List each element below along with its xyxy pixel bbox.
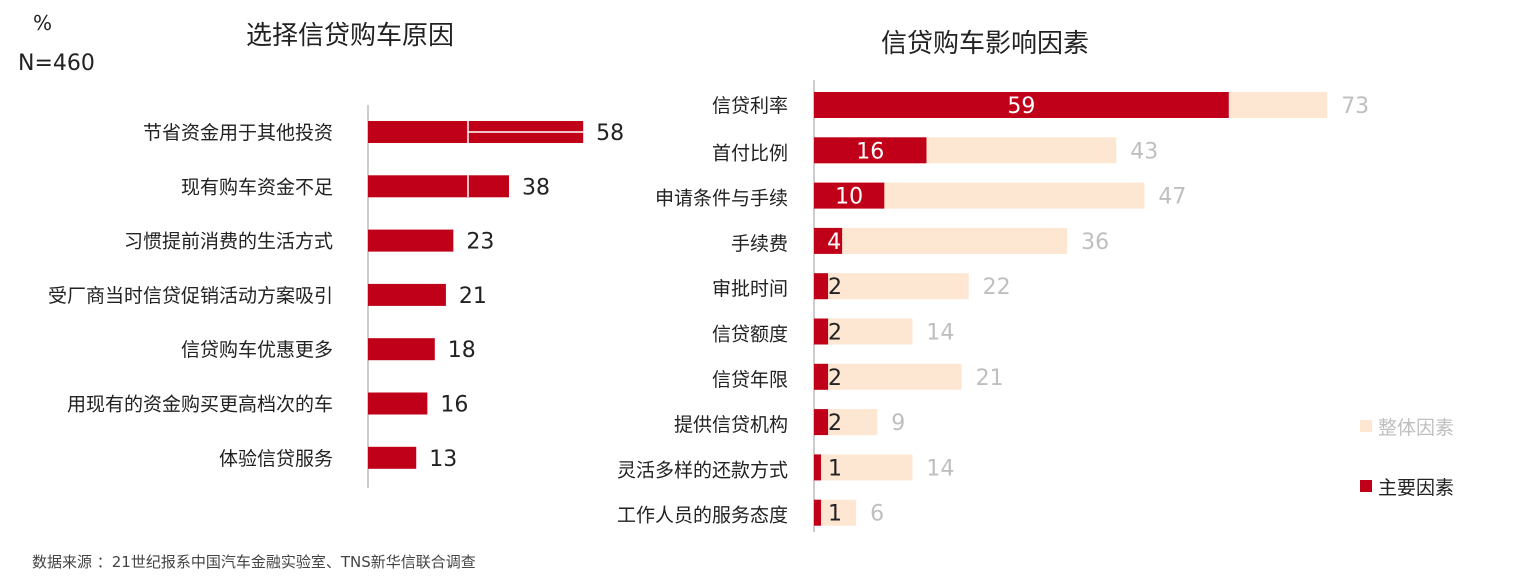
main-bar [814,363,829,390]
main-value-label: 1 [828,502,842,527]
main-bar [814,454,822,481]
overall-value-label: 22 [983,275,1011,300]
overall-value-label: 43 [1130,139,1158,164]
main-value-label: 10 [835,185,863,210]
legend-label-main: 主要因素 [1378,477,1454,499]
right-category-label: 信贷利率 [712,95,788,117]
main-bar [814,227,843,254]
left-value-label: 13 [429,447,457,472]
left-chart-title: 选择信贷购车原因 [246,21,454,51]
overall-bar [814,227,1068,254]
main-value-label: 4 [827,230,841,255]
left-bar [368,392,428,415]
main-value-label: 59 [1007,94,1035,119]
right-category-label: 信贷额度 [712,324,788,346]
left-category-label: 信贷购车优惠更多 [181,339,333,361]
right-category-label: 手续费 [731,233,788,255]
overall-value-label: 6 [870,502,884,527]
overall-value-label: 47 [1158,185,1186,210]
main-bar [814,137,927,164]
left-bar [368,283,446,306]
right-category-label: 信贷年限 [712,369,788,391]
overall-value-label: 14 [926,321,954,346]
left-value-label: 21 [459,284,487,309]
left-category-label: 用现有的资金购买更高档次的车 [67,394,333,416]
legend-label-overall: 整体因素 [1378,417,1454,439]
left-value-label: 23 [466,230,494,255]
main-value-label: 1 [828,456,842,481]
unit-label: % [33,11,52,35]
left-bar [368,338,435,361]
left-category-label: 体验信贷服务 [219,448,333,470]
left-value-label: 16 [440,393,468,418]
source-note: 数据来源 ：21世纪报系中国汽车金融实验室、TNS新华信联合调查 [32,553,476,571]
main-value-label: 2 [828,411,842,436]
main-value-label: 2 [828,275,842,300]
legend-swatch-main [1360,480,1372,492]
main-value-label: 16 [856,139,884,164]
right-category-label: 申请条件与手续 [655,188,788,210]
overall-value-label: 9 [891,411,905,436]
left-chart-marks: 节省资金用于其他投资 58 现有购车资金不足 38 习惯提前消费的生活方式 23 受厂商当时… [48,121,624,472]
left-category-label: 受厂商当时信贷促销活动方案吸引 [48,285,333,307]
main-bar [814,92,1229,118]
main-value-label: 2 [828,366,842,391]
left-category-label: 节省资金用于其他投资 [143,122,333,144]
overall-bar [814,363,962,390]
main-bar [814,499,822,526]
right-chart-title: 信贷购车影响因素 [881,29,1089,59]
left-bar [368,229,454,252]
main-bar [814,273,829,300]
overall-value-label: 14 [926,456,954,481]
overall-bar [814,318,913,345]
legend-swatch-overall [1360,420,1372,432]
right-category-label: 工作人员的服务态度 [617,505,788,527]
left-category-label: 习惯提前消费的生活方式 [124,231,333,253]
overall-value-label: 73 [1341,94,1369,119]
right-category-label: 审批时间 [712,278,788,300]
overall-bar [814,273,969,300]
sample-size-label: N=460 [18,51,95,76]
right-category-label: 提供信贷机构 [674,414,788,436]
overall-value-label: 36 [1081,230,1109,255]
left-value-label: 18 [448,338,476,363]
main-bar [814,318,829,345]
main-bar [814,409,829,436]
left-bar [368,446,417,469]
overall-value-label: 21 [976,366,1004,391]
overall-bar [814,454,913,481]
left-category-label: 现有购车资金不足 [181,176,333,198]
main-value-label: 2 [828,321,842,346]
right-category-label: 首付比例 [712,142,788,164]
left-value-label: 58 [596,121,624,146]
right-category-label: 灵活多样的还款方式 [617,459,788,481]
left-value-label: 38 [522,175,550,200]
main-bar [814,182,885,209]
left-bar [368,175,509,198]
